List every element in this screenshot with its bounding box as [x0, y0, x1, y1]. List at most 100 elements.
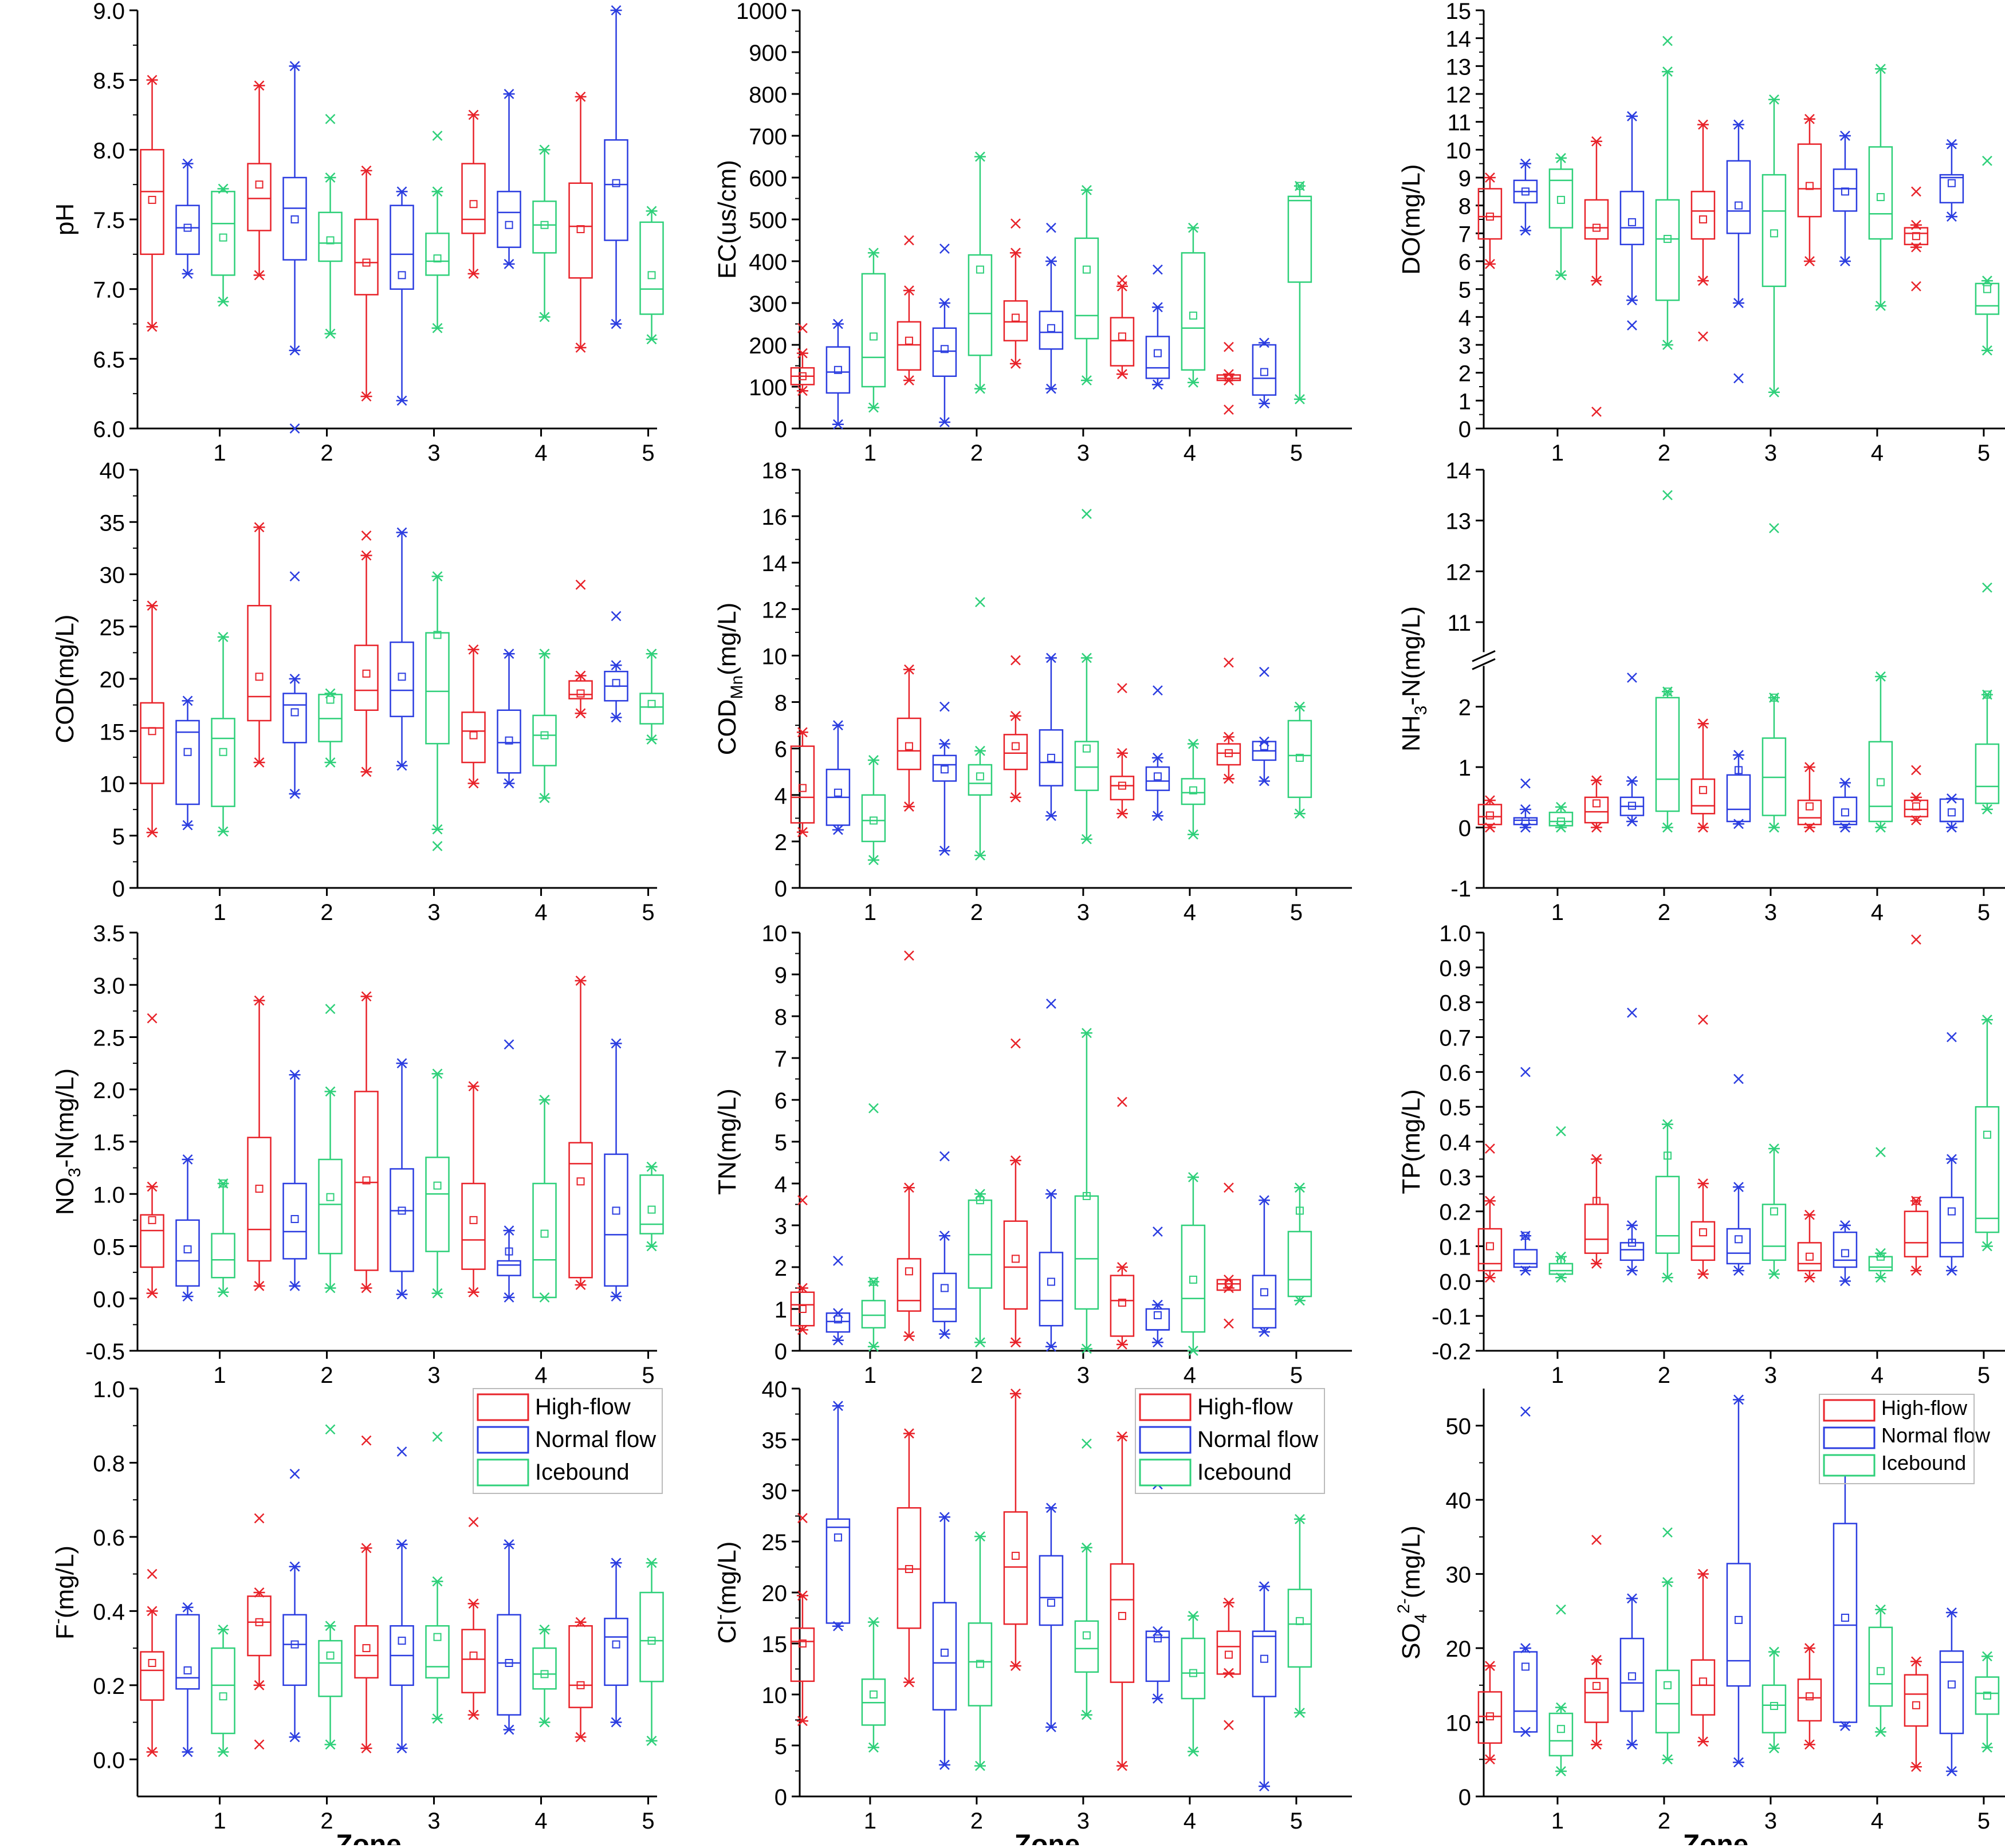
extreme-marker	[1188, 1346, 1198, 1356]
mean-marker	[540, 731, 549, 740]
y-tick-label: 15	[1446, 0, 1472, 24]
x-tick-label: 2	[320, 1363, 333, 1388]
box	[1287, 719, 1312, 799]
outlier-marker	[1224, 1182, 1234, 1193]
extreme-marker	[1153, 1299, 1163, 1310]
extreme-marker	[939, 1230, 950, 1241]
extreme-marker	[1082, 1709, 1092, 1720]
y-axis-label: NH3-N(mg/L)	[1397, 606, 1430, 752]
extreme-marker	[575, 708, 586, 719]
legend-swatch	[477, 1426, 529, 1454]
extreme-marker	[1224, 732, 1234, 742]
legend-swatch	[1823, 1399, 1876, 1422]
extreme-marker	[1947, 1607, 1957, 1618]
mean-marker	[1189, 1669, 1197, 1677]
extreme-marker	[1769, 692, 1779, 703]
extreme-marker	[1011, 247, 1021, 258]
extreme-marker	[1520, 1265, 1531, 1276]
mean-marker	[1082, 744, 1091, 753]
box	[461, 1182, 486, 1270]
extreme-marker	[325, 688, 336, 699]
extreme-marker	[1295, 394, 1305, 404]
extreme-marker	[1911, 815, 1921, 825]
x-tick-label: 2	[1658, 1363, 1670, 1388]
y-tick-label: 12	[762, 597, 788, 623]
extreme-marker	[868, 402, 879, 413]
y-tick-label: 11	[1447, 611, 1471, 636]
extreme-marker	[1011, 1155, 1021, 1166]
mean-marker	[1770, 1702, 1778, 1711]
extreme-marker	[1982, 1241, 1992, 1252]
mean-marker	[1153, 1634, 1162, 1643]
extreme-marker	[1520, 804, 1531, 815]
mean-marker	[940, 1649, 949, 1657]
box	[1477, 1228, 1503, 1272]
box	[1477, 804, 1503, 825]
extreme-marker	[1046, 1341, 1056, 1352]
extreme-marker	[1117, 1262, 1127, 1272]
legend-swatch	[1139, 1393, 1192, 1421]
x-tick-label: 3	[1764, 1363, 1777, 1388]
legend: High-flow Normal flow Icebound	[1819, 1394, 1991, 1484]
extreme-marker	[1662, 1576, 1673, 1587]
outlier-marker	[1733, 1074, 1744, 1084]
extreme-marker	[432, 1068, 443, 1079]
extreme-marker	[1259, 1195, 1269, 1206]
extreme-marker	[468, 644, 479, 655]
outlier-marker	[1224, 1318, 1234, 1329]
x-tick-label: 5	[1978, 1363, 1990, 1388]
extreme-marker	[575, 1280, 586, 1290]
x-tick-label: 4	[1184, 1363, 1196, 1388]
mean-marker	[398, 271, 406, 280]
legend-swatch	[477, 1393, 529, 1421]
extreme-marker	[1876, 1272, 1886, 1283]
x-axis-label: Zone	[336, 1830, 402, 1845]
box	[1797, 799, 1822, 825]
y-tick-label: 1.0	[93, 1182, 125, 1208]
panel-f: 0.0 0.2 0.4 0.6 0.8 1.0 1 2 3 4 5 F-(mg/L) Zone High-…	[48, 1377, 664, 1848]
extreme-marker	[432, 323, 443, 333]
outlier-marker	[1011, 218, 1021, 229]
mean-marker	[1118, 1299, 1126, 1307]
y-tick-label: 2.0	[93, 1078, 125, 1103]
mean-marker	[1485, 811, 1494, 820]
extreme-marker	[182, 1602, 193, 1613]
extreme-marker	[468, 1081, 479, 1092]
box	[1003, 1220, 1028, 1310]
y-tick-label: 1	[775, 1297, 787, 1323]
mean-marker	[834, 788, 842, 797]
mean-marker	[612, 679, 620, 687]
y-tick-label: 15	[100, 719, 125, 745]
x-tick-label: 3	[1077, 900, 1090, 925]
y-tick-label: 10	[762, 1683, 788, 1708]
mean-marker	[255, 1618, 264, 1626]
panel-cl: 0 5 10 15 20 25 30 35 40 1 2 3 4 5 Cl-(mg/L) Zone High-f…	[710, 1377, 1352, 1848]
mean-marker	[1082, 1192, 1091, 1200]
y-axis-label: Cl-(mg/L)	[710, 1542, 741, 1644]
extreme-marker	[1698, 276, 1708, 286]
box	[1726, 774, 1751, 823]
extreme-marker	[504, 89, 514, 99]
x-tick-label: 5	[642, 441, 654, 466]
box	[790, 1627, 815, 1682]
mean-marker	[1663, 235, 1672, 243]
legend-label: Icebound	[1197, 1460, 1292, 1485]
extreme-marker	[1485, 822, 1495, 833]
y-axis-label: TP(mg/L)	[1397, 1089, 1425, 1194]
mean-marker	[326, 236, 335, 245]
extreme-marker	[218, 632, 229, 642]
x-tick-label: 5	[1290, 1363, 1303, 1388]
x-tick-label: 1	[213, 900, 226, 925]
y-tick-label: 10	[1446, 1711, 1472, 1736]
extreme-marker	[1556, 1702, 1566, 1713]
mean-marker	[1734, 1235, 1743, 1244]
outlier-marker	[1911, 186, 1921, 197]
outlier-marker	[254, 1739, 265, 1750]
box	[1975, 282, 2000, 315]
y-tick-label: 13	[1446, 509, 1472, 534]
extreme-marker	[1769, 822, 1779, 833]
box	[568, 680, 593, 699]
box	[318, 211, 343, 262]
box	[532, 1647, 557, 1690]
